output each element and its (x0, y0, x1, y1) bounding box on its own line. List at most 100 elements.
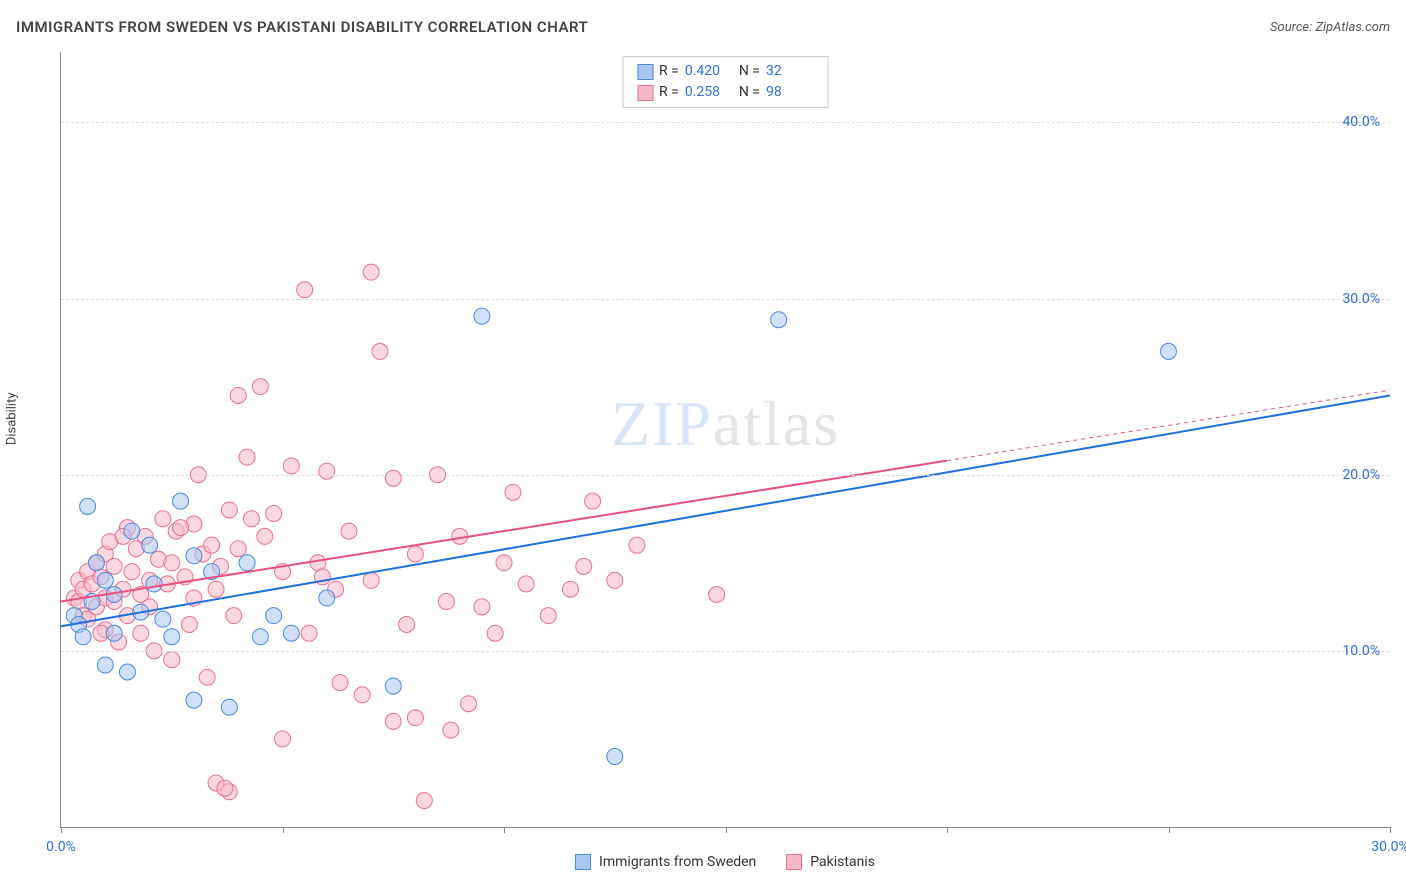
y-axis-label: Disability (5, 392, 20, 445)
n-label: N = (739, 61, 760, 82)
scatter-point (173, 493, 189, 509)
legend-label: Immigrants from Sweden (599, 854, 756, 870)
scatter-plot-svg (61, 52, 1390, 827)
scatter-point (385, 713, 401, 729)
scatter-point (80, 498, 96, 514)
x-tick (1169, 827, 1170, 833)
scatter-point (275, 731, 291, 747)
y-tick-label: 30.0% (1342, 291, 1380, 307)
scatter-point (106, 625, 122, 641)
scatter-point (221, 502, 237, 518)
scatter-point (487, 625, 503, 641)
r-value: 0.420 (685, 61, 733, 82)
scatter-point (283, 625, 299, 641)
scatter-point (709, 587, 725, 603)
scatter-point (301, 625, 317, 641)
scatter-point (354, 687, 370, 703)
chart-title: IMMIGRANTS FROM SWEDEN VS PAKISTANI DISA… (16, 18, 588, 36)
gridline-h (61, 122, 1390, 123)
x-tick (283, 827, 284, 833)
scatter-point (142, 537, 158, 553)
scatter-point (283, 458, 299, 474)
scatter-point (562, 581, 578, 597)
x-tick (947, 827, 948, 833)
scatter-point (474, 599, 490, 615)
scatter-point (155, 511, 171, 527)
scatter-point (173, 520, 189, 536)
scatter-point (164, 652, 180, 668)
series-legend: Immigrants from Sweden Pakistanis (60, 848, 1390, 876)
n-value: 98 (766, 82, 814, 103)
y-tick-label: 20.0% (1342, 467, 1380, 483)
r-label: R = (659, 61, 679, 82)
stats-row: R = 0.420 N = 32 (637, 61, 814, 82)
n-value: 32 (766, 61, 814, 82)
stats-legend-box: R = 0.420 N = 32R = 0.258 N = 98 (622, 56, 829, 108)
x-tick (1390, 827, 1391, 833)
scatter-point (252, 379, 268, 395)
scatter-point (155, 611, 171, 627)
scatter-point (443, 722, 459, 738)
legend-item: Pakistanis (786, 854, 875, 870)
scatter-point (164, 629, 180, 645)
x-tick (726, 827, 727, 833)
plot-area: ZIPatlas R =0.420N =32R =0.258N =98 10.0… (60, 52, 1390, 828)
gridline-h (61, 299, 1390, 300)
r-label: R = (659, 82, 679, 103)
scatter-point (230, 541, 246, 557)
scatter-point (505, 484, 521, 500)
scatter-point (438, 594, 454, 610)
scatter-point (186, 548, 202, 564)
scatter-point (217, 780, 233, 796)
scatter-point (124, 564, 140, 580)
scatter-point (97, 572, 113, 588)
scatter-point (363, 572, 379, 588)
scatter-point (133, 625, 149, 641)
scatter-point (164, 555, 180, 571)
scatter-point (221, 699, 237, 715)
gridline-h (61, 651, 1390, 652)
scatter-point (297, 282, 313, 298)
gridline-h (61, 475, 1390, 476)
scatter-point (518, 576, 534, 592)
scatter-point (88, 555, 104, 571)
legend-swatch (575, 854, 591, 870)
legend-swatch (786, 854, 802, 870)
scatter-point (1161, 343, 1177, 359)
scatter-point (226, 608, 242, 624)
scatter-point (310, 555, 326, 571)
scatter-point (576, 558, 592, 574)
scatter-point (385, 678, 401, 694)
scatter-point (341, 523, 357, 539)
scatter-point (771, 312, 787, 328)
stats-row: R =0.258N =98 (637, 82, 814, 103)
scatter-point (407, 546, 423, 562)
legend-swatch (637, 85, 653, 101)
trend-line (61, 395, 1390, 626)
x-tick (504, 827, 505, 833)
scatter-point (319, 590, 335, 606)
scatter-point (146, 576, 162, 592)
scatter-point (208, 581, 224, 597)
source-label: Source: ZipAtlas.com (1270, 20, 1390, 35)
scatter-point (399, 616, 415, 632)
trend-line-dashed (947, 390, 1390, 460)
scatter-point (372, 343, 388, 359)
scatter-point (199, 669, 215, 685)
chart-wrapper: Disability ZIPatlas R =0.420N =32R =0.25… (16, 52, 1390, 876)
scatter-point (629, 537, 645, 553)
r-value: 0.258 (685, 82, 733, 103)
scatter-point (239, 555, 255, 571)
scatter-point (474, 308, 490, 324)
legend-item: Immigrants from Sweden (575, 854, 756, 870)
y-tick-label: 40.0% (1342, 114, 1380, 130)
scatter-point (319, 463, 335, 479)
scatter-point (97, 657, 113, 673)
scatter-point (204, 537, 220, 553)
scatter-point (124, 523, 140, 539)
scatter-point (181, 616, 197, 632)
x-tick (61, 827, 62, 833)
scatter-point (230, 387, 246, 403)
scatter-point (585, 493, 601, 509)
scatter-point (607, 572, 623, 588)
